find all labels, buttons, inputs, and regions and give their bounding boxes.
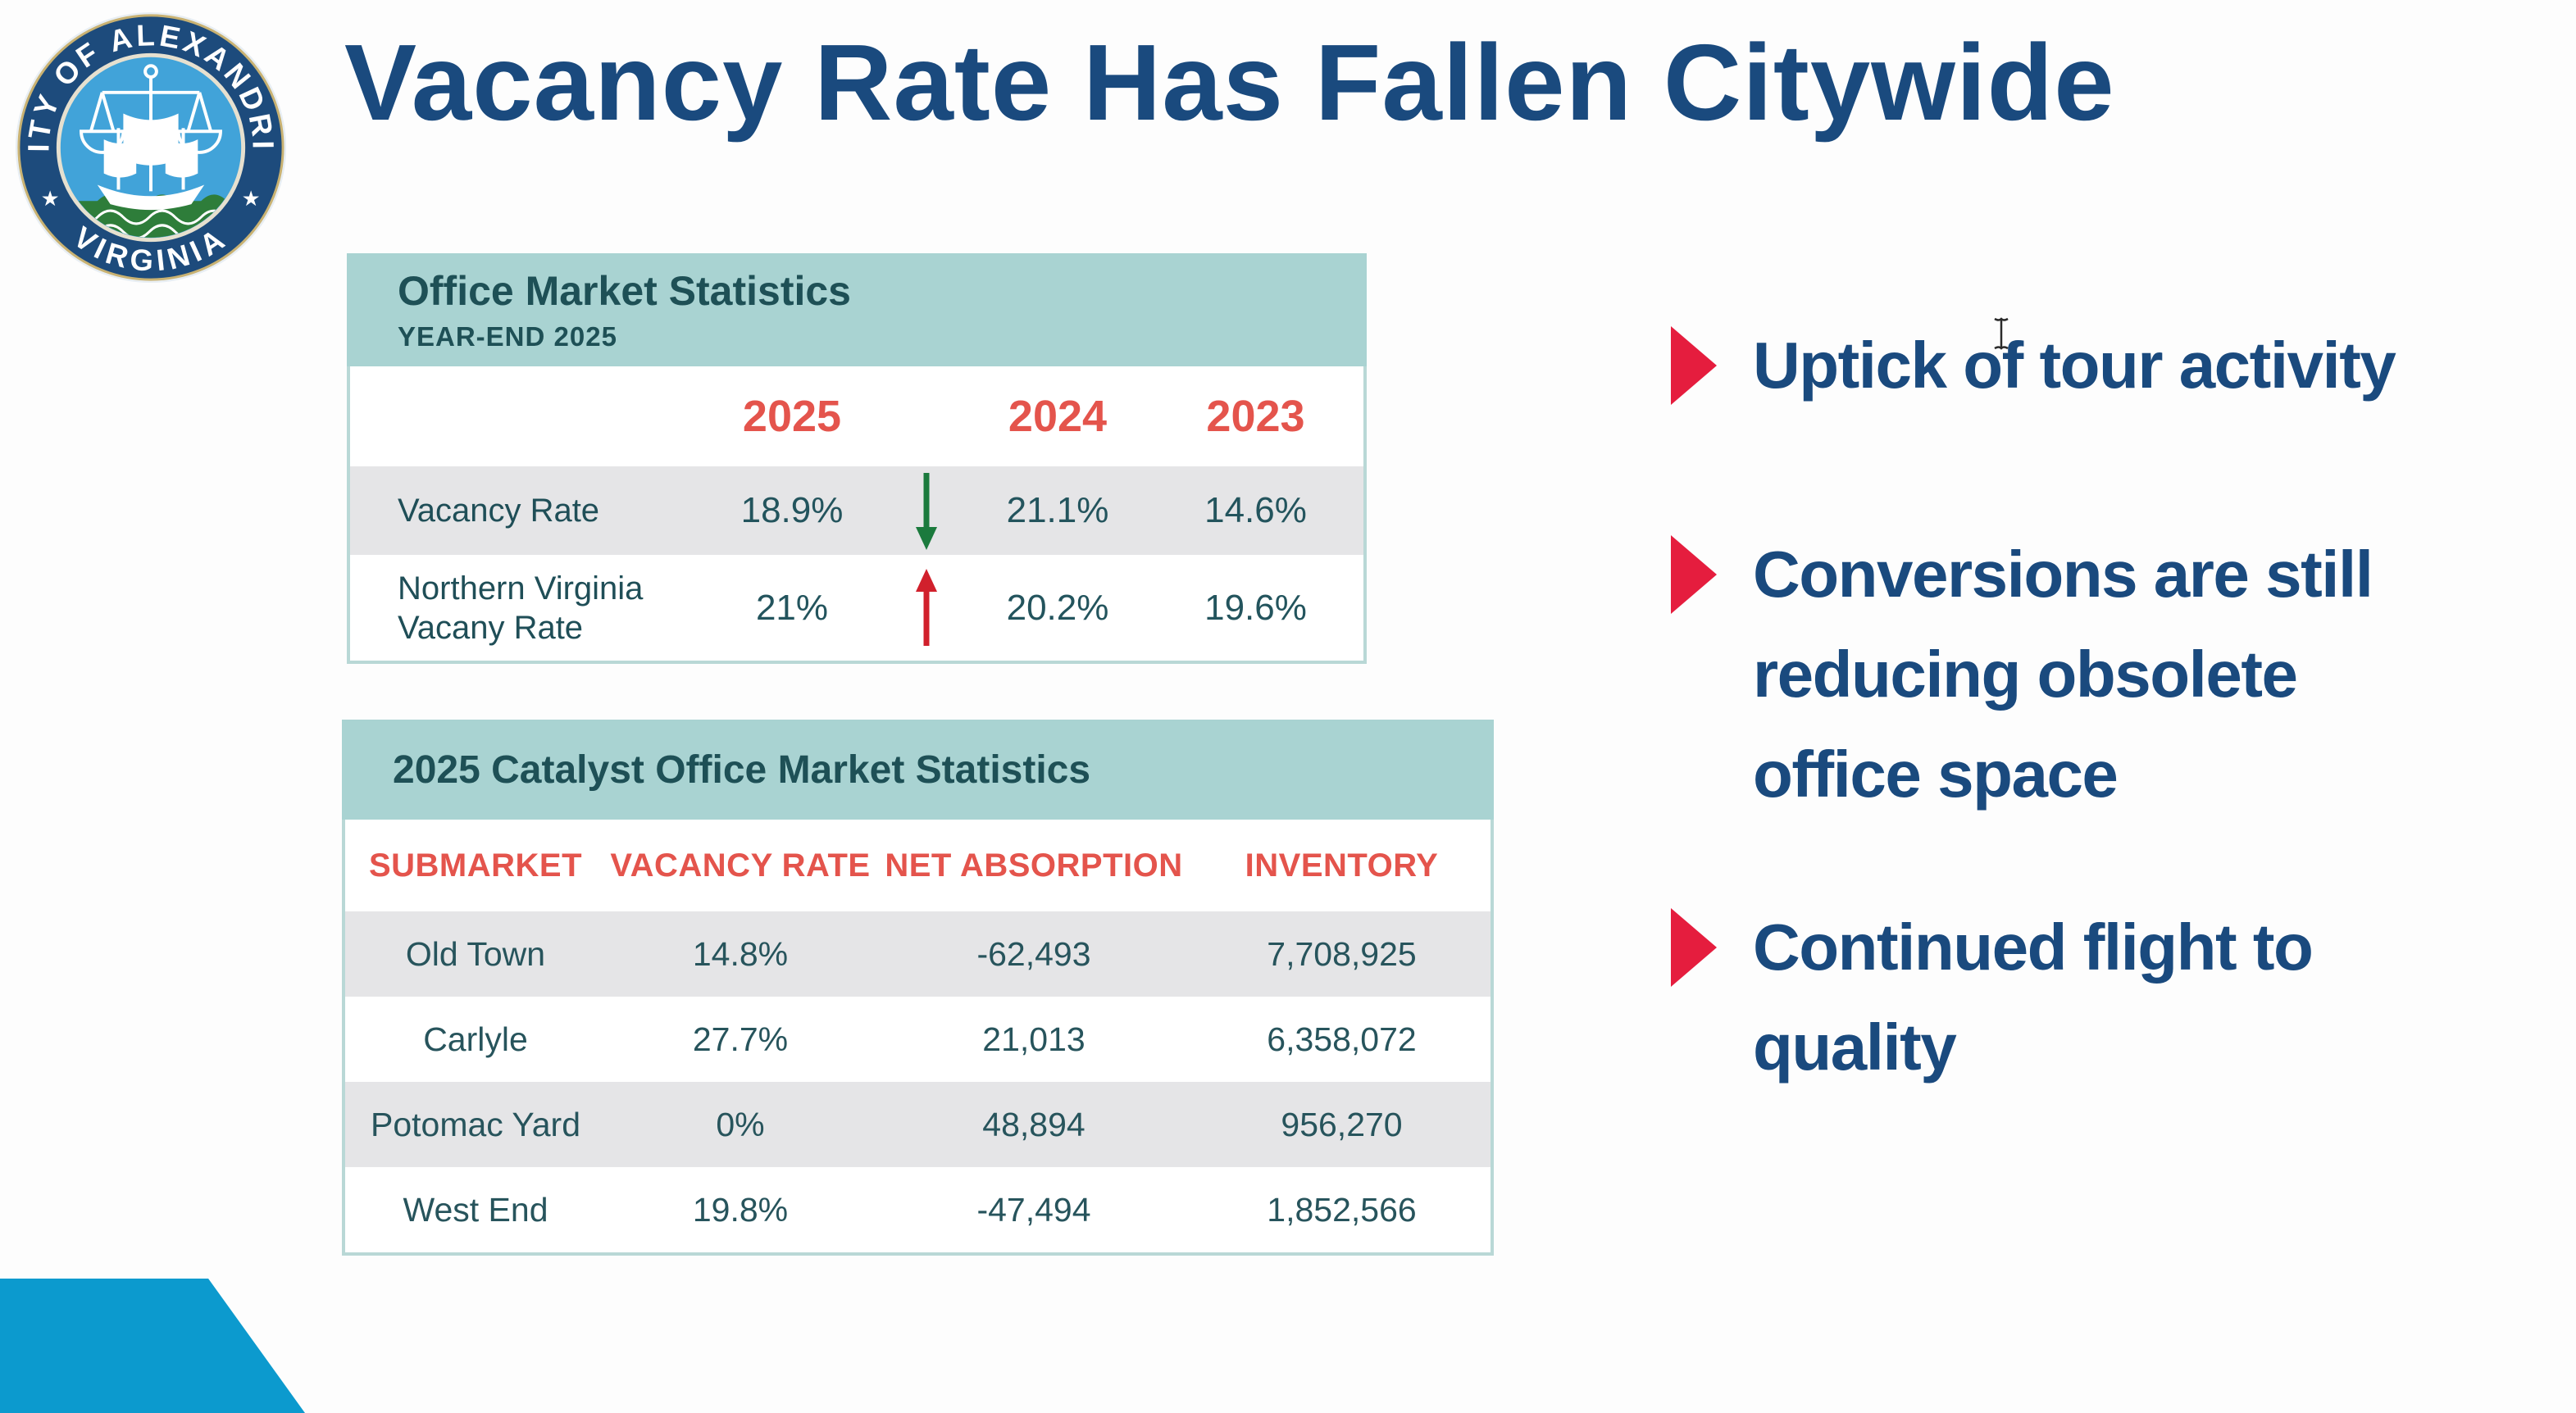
vacancy-2025-value: 18.9%	[740, 490, 844, 530]
inventory-value: 956,270	[1281, 1105, 1403, 1143]
submarket-name: Old Town	[405, 934, 546, 973]
table-row: West End 19.8% -47,494 1,852,566	[345, 1167, 1491, 1252]
bullet-text: Conversions are still reducing obsolete …	[1753, 538, 2373, 811]
net-absorption-value: -62,493	[976, 934, 1091, 973]
text-cursor-icon	[1994, 317, 2009, 350]
submarket-name: Potomac Yard	[370, 1105, 580, 1143]
net-absorption-value: 48,894	[982, 1105, 1085, 1143]
vacancy-rate-value: 19.8%	[692, 1190, 789, 1229]
row-label: Northern Virginia Vacany Rate	[398, 570, 644, 646]
col-header-submarket: SUBMARKET	[368, 847, 583, 884]
table1-year-header-row: 2025 2024 2023	[350, 366, 1363, 466]
table2-body: SUBMARKET VACANCY RATE NET ABSORPTION IN…	[342, 820, 1494, 1256]
bullet-item: Continued flight to quality	[1671, 897, 2314, 1097]
city-of-alexandria-seal-logo: CITY OF ALEXANDRIA VIRGINIA ★ ★	[13, 10, 287, 284]
table2-column-header-row: SUBMARKET VACANCY RATE NET ABSORPTION IN…	[345, 820, 1491, 911]
vacancy-rate-value: 14.8%	[692, 934, 789, 973]
table1-year-2025: 2025	[742, 392, 842, 441]
table-row: Potomac Yard 0% 48,894 956,270	[345, 1082, 1491, 1167]
vacancy-2024-value: 21.1%	[1006, 490, 1109, 530]
net-absorption-value: -47,494	[976, 1190, 1091, 1229]
col-header-inventory: INVENTORY	[1245, 847, 1439, 884]
page-title: Vacancy Rate Has Fallen Citywide	[344, 22, 2115, 143]
vacancy-2023-value: 14.6%	[1204, 490, 1307, 530]
table1-year-2023: 2023	[1206, 392, 1305, 441]
table1-year-2024: 2024	[1008, 392, 1108, 441]
catalyst-office-market-statistics-table: 2025 Catalyst Office Market Statistics S…	[342, 720, 1494, 1256]
nova-2025-value: 21%	[755, 587, 829, 628]
col-header-vacancy-rate: VACANCY RATE	[610, 847, 871, 884]
trend-up-arrow-icon	[885, 567, 967, 649]
inventory-value: 6,358,072	[1267, 1020, 1417, 1058]
vacancy-rate-value: 27.7%	[692, 1020, 789, 1058]
nova-2023-value: 19.6%	[1204, 587, 1307, 628]
bullet-arrow-icon	[1671, 326, 1717, 405]
bullet-arrow-icon	[1671, 908, 1717, 987]
table-row: Carlyle 27.7% 21,013 6,358,072	[345, 997, 1491, 1082]
bullet-item: Uptick of tour activity	[1671, 316, 2396, 416]
table2-title: 2025 Catalyst Office Market Statistics	[393, 747, 1091, 792]
seal-star-right-icon: ★	[242, 188, 261, 211]
table-row: Old Town 14.8% -62,493 7,708,925	[345, 911, 1491, 997]
seal-ship	[97, 93, 205, 211]
table-row: Northern Virginia Vacany Rate 21% 20.2% …	[350, 555, 1363, 661]
trend-down-arrow-icon	[885, 470, 967, 552]
table-row: Vacancy Rate 18.9% 21.1% 14.6%	[350, 466, 1363, 555]
bullet-item: Conversions are still reducing obsolete …	[1671, 525, 2373, 825]
submarket-name: West End	[403, 1190, 548, 1229]
col-header-net-absorption: NET ABSORPTION	[885, 847, 1183, 884]
table1-header: Office Market Statistics YEAR-END 2025	[347, 253, 1367, 366]
bullet-text: Continued flight to quality	[1753, 911, 2314, 1084]
office-market-statistics-table: Office Market Statistics YEAR-END 2025 2…	[347, 253, 1367, 664]
row-label: Vacancy Rate	[398, 493, 600, 529]
submarket-name: Carlyle	[423, 1020, 528, 1058]
net-absorption-value: 21,013	[982, 1020, 1085, 1058]
bullet-text: Uptick of tour activity	[1753, 329, 2396, 402]
table1-subtitle: YEAR-END 2025	[398, 321, 617, 352]
nova-2024-value: 20.2%	[1006, 587, 1109, 628]
bullet-arrow-icon	[1671, 535, 1717, 614]
inventory-value: 1,852,566	[1267, 1190, 1417, 1229]
vacancy-rate-value: 0%	[716, 1105, 765, 1143]
table1-title: Office Market Statistics	[398, 268, 851, 314]
table1-body: 2025 2024 2023 Vacancy Rate 18.9% 21.1% …	[347, 366, 1367, 664]
inventory-value: 7,708,925	[1267, 934, 1417, 973]
corner-accent-shape	[0, 1279, 305, 1413]
table2-header: 2025 Catalyst Office Market Statistics	[342, 720, 1494, 820]
seal-star-left-icon: ★	[41, 188, 60, 211]
